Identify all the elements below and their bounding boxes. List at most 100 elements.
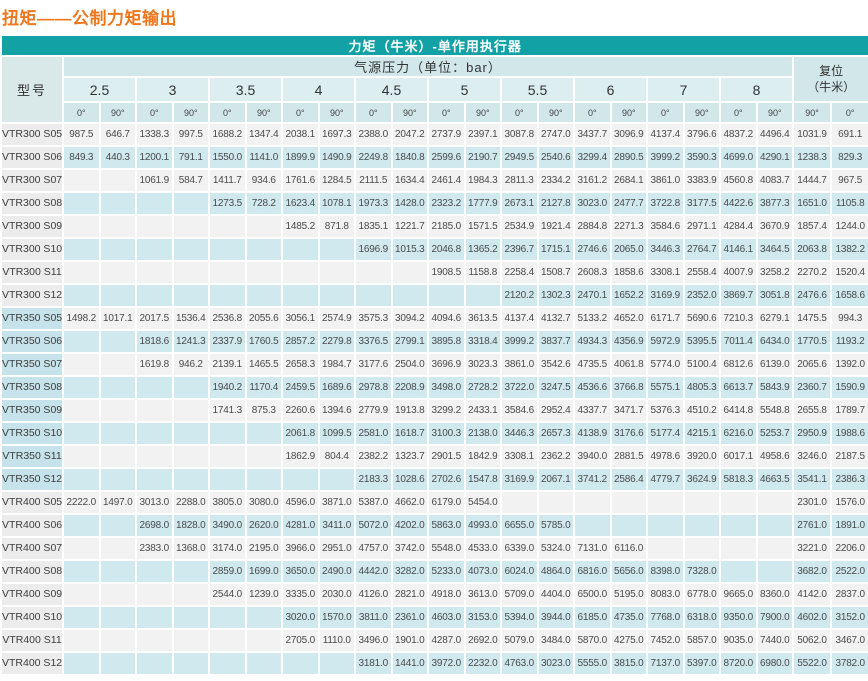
angle-label: 90°	[317, 101, 356, 124]
torque-value-cell	[755, 536, 794, 561]
torque-value-cell	[646, 536, 685, 561]
torque-value-cell: 849.3	[62, 145, 101, 170]
torque-value-cell: 2692.0	[463, 628, 502, 653]
table-row: VTR400 S09 2544.0 1239.0 3335.0 2030.0 4126.0…	[0, 582, 868, 607]
torque-value-cell	[354, 260, 393, 285]
torque-value-cell: 8083.0	[646, 582, 685, 607]
torque-value-cell: 2386.3	[829, 467, 868, 492]
torque-value-cell	[171, 582, 210, 607]
torque-value-cell: 2334.2	[536, 168, 575, 193]
torque-value-cell: 3722.8	[646, 191, 685, 216]
torque-value-cell: 4275.0	[609, 628, 648, 653]
torque-value-cell: 2288.0	[171, 490, 210, 515]
torque-value-cell: 7328.0	[682, 559, 721, 584]
torque-value-cell: 1913.8	[390, 398, 429, 423]
table-header: 力矩（牛米）-单作用执行器 型号 气源压力（单位：bar） 复位 （牛米） 2.…	[0, 34, 868, 124]
torque-value-cell: 3871.0	[317, 490, 356, 515]
torque-value-cell	[354, 283, 393, 308]
torque-value-cell: 1394.6	[317, 398, 356, 423]
torque-value-cell	[135, 237, 174, 262]
torque-value-cell: 7011.4	[719, 329, 758, 354]
torque-value-cell: 2047.2	[390, 122, 429, 147]
torque-value-cell: 875.3	[244, 398, 283, 423]
torque-value-cell: 1901.0	[390, 628, 429, 653]
torque-value-cell: 2951.0	[317, 536, 356, 561]
torque-value-cell: 791.1	[171, 145, 210, 170]
angle-label: 0°	[62, 101, 101, 124]
pressure-values-row: 2.5 3 3.5 4 4.5 5 5.5 6 7 8	[1, 76, 868, 103]
torque-value-cell: 2388.0	[354, 122, 393, 147]
torque-value-cell: 584.7	[171, 168, 210, 193]
torque-value-cell: 2461.4	[427, 168, 466, 193]
torque-value-cell: 2620.0	[244, 513, 283, 538]
torque-value-cell: 1689.6	[317, 375, 356, 400]
torque-value-cell: 2522.0	[829, 559, 868, 584]
torque-value-cell: 1110.0	[317, 628, 356, 653]
torque-value-cell: 1520.4	[829, 260, 868, 285]
torque-value-cell: 829.3	[829, 145, 868, 170]
torque-value-cell	[573, 513, 612, 538]
torque-value-cell: 1221.7	[390, 214, 429, 239]
torque-value-cell	[62, 191, 101, 216]
torque-value-cell: 1347.4	[244, 122, 283, 147]
torque-value-cell	[390, 283, 429, 308]
torque-value-cell: 2599.6	[427, 145, 466, 170]
torque-value-cell: 2127.8	[536, 191, 575, 216]
torque-value-cell: 4652.0	[609, 306, 648, 331]
torque-value-cell: 3247.5	[536, 375, 575, 400]
torque-value-cell: 3542.6	[536, 352, 575, 377]
torque-value-cell	[208, 237, 247, 262]
torque-value-cell: 2190.7	[463, 145, 502, 170]
torque-value-cell: 4662.0	[390, 490, 429, 515]
torque-value-cell: 2433.1	[463, 398, 502, 423]
torque-value-cell	[62, 375, 101, 400]
model-cell: VTR400 S12	[0, 651, 64, 676]
torque-value-cell: 2890.5	[609, 145, 648, 170]
torque-value-cell: 4142.0	[792, 582, 832, 607]
torque-value-cell: 8398.0	[646, 559, 685, 584]
torque-value-cell: 2067.1	[536, 467, 575, 492]
torque-value-cell	[719, 490, 758, 515]
torque-value-cell: 8720.0	[719, 651, 758, 676]
torque-value-cell: 1244.0	[829, 214, 868, 239]
torque-value-cell: 6171.7	[646, 306, 685, 331]
torque-value-cell	[98, 375, 137, 400]
torque-value-cell	[390, 260, 429, 285]
torque-value-cell	[98, 398, 137, 423]
torque-value-cell: 1273.5	[208, 191, 247, 216]
torque-value-cell: 5324.0	[536, 536, 575, 561]
torque-value-cell	[208, 214, 247, 239]
torque-value-cell	[281, 260, 320, 285]
torque-value-cell: 2949.5	[500, 145, 539, 170]
torque-value-cell	[135, 467, 174, 492]
angle-label: 90°	[609, 101, 648, 124]
torque-value-cell	[646, 513, 685, 538]
torque-value-cell	[281, 467, 320, 492]
torque-value-cell: 1619.8	[135, 352, 174, 377]
torque-value-cell	[62, 214, 101, 239]
torque-value-cell: 1547.8	[463, 467, 502, 492]
pressure-group-header: 气源压力（单位：bar）	[62, 55, 794, 78]
torque-value-cell: 1061.9	[135, 168, 174, 193]
angle-label: 0°	[573, 101, 612, 124]
torque-value-cell: 2608.3	[573, 260, 612, 285]
torque-value-cell: 2017.5	[135, 306, 174, 331]
table-row: VTR400 S06 2698.0 1828.0 3490.0 2620.0 4281.0…	[0, 513, 868, 538]
torque-value-cell	[646, 490, 685, 515]
table-row: VTR350 S07 1619.8 946.2 2139.1 1465.5 2658.3 1…	[0, 352, 868, 377]
torque-value-cell	[98, 168, 137, 193]
torque-value-cell	[62, 421, 101, 446]
torque-value-cell: 4138.9	[573, 421, 612, 446]
torque-value-cell: 646.7	[98, 122, 137, 147]
torque-value-cell: 5100.4	[682, 352, 721, 377]
torque-value-cell	[62, 398, 101, 423]
torque-value-cell: 2476.6	[792, 283, 832, 308]
torque-value-cell: 3308.1	[646, 260, 685, 285]
torque-value-cell: 2208.9	[390, 375, 429, 400]
torque-value-cell: 2270.2	[792, 260, 832, 285]
torque-value-cell: 2138.0	[463, 421, 502, 446]
torque-value-cell: 4337.7	[573, 398, 612, 423]
pressure-value-header: 3.5	[208, 76, 283, 103]
torque-value-cell: 1571.5	[463, 214, 502, 239]
torque-value-cell: 1899.9	[281, 145, 320, 170]
